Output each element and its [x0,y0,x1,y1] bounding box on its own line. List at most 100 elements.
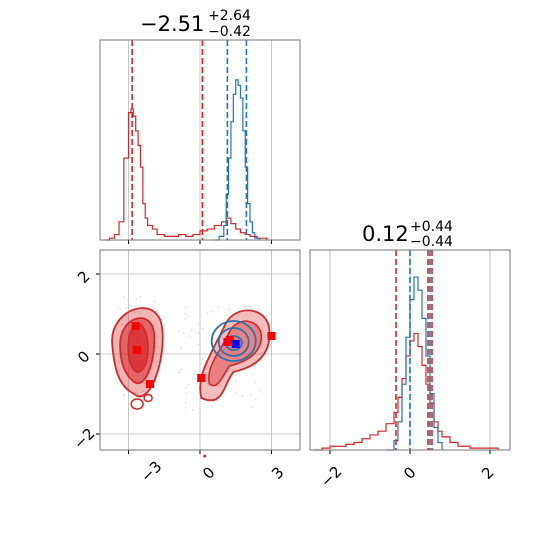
scatter-point [122,395,125,398]
scatter-point [156,335,159,338]
scatter-point [250,406,253,408]
title-x-minus: −0.42 [208,24,251,40]
scatter-point [204,406,207,409]
scatter-point [135,298,138,301]
scatter-point [197,332,200,334]
scatter-point [228,308,230,311]
tick-label-x2-2: 2 [478,463,497,482]
tick-label-x2-0: 0 [400,463,419,482]
scatter-point [254,398,257,400]
scatter-point [156,345,159,348]
scatter-point [129,396,132,399]
scatter-point [220,384,223,387]
scatter-point [206,374,209,376]
scatter-point [178,371,181,374]
scatter-point [242,341,245,344]
scatter-point [119,307,121,310]
scatter-point [223,314,226,317]
red-marker [197,374,206,382]
scatter-point [155,334,158,337]
tick-label-y-0: 0 [74,347,93,366]
scatter-point [134,311,137,314]
scatter-point [254,381,257,384]
red-outlier-point [203,454,207,458]
title-y-minus: −0.44 [410,234,453,250]
scatter-point [197,322,200,325]
tick-label-x-3: 3 [268,463,287,482]
scatter-point [241,395,244,398]
scatter-point [205,392,207,395]
frame [99,249,301,451]
scatter-point [253,365,256,368]
scatter-point [184,392,187,394]
marginal-y-panel [309,249,511,454]
scatter-point [197,343,200,346]
blue-contour-mid [217,327,250,357]
title-x-plus: +2.64 [208,8,251,24]
scatter-point [134,391,137,394]
scatter-point [212,356,214,358]
title-y-plus: +0.44 [410,219,453,235]
tick-label-x2-m2: −2 [317,462,345,490]
blue-histogram [214,79,261,241]
red-contour-islet [143,393,153,403]
tick-label-x-0: 0 [199,463,218,482]
red-histogram [104,108,268,241]
scatter-point [185,306,188,308]
tick-label-x-m3: −3 [137,457,165,485]
scatter-point [218,384,220,387]
scatter-point [258,308,260,311]
joint-x-ticklabels: −3 0 3 [137,457,287,485]
scatter-point [142,390,145,392]
scatter-point [190,328,193,331]
red-contour-islet [130,398,144,410]
scatter-point [184,317,187,320]
scatter-point [259,389,262,392]
scatter-point [117,356,120,359]
blue-contour-outer [210,320,257,362]
scatter-point [249,393,252,396]
scatter-point [125,307,128,309]
red-marker [131,322,140,330]
scatter-point [207,384,210,387]
scatter-point [156,365,159,368]
scatter-point [127,319,130,322]
scatter-point [180,368,183,371]
frame [309,249,511,451]
scatter-point [182,331,185,334]
title-x: −2.51 +2.64 −0.42 [140,8,251,40]
scatter-point [217,306,220,308]
blue-histogram [386,276,443,451]
scatter-point [235,379,238,382]
scatter-point [201,358,204,361]
scatter-point [245,313,247,316]
scatter-point [136,393,139,396]
scatter-point [139,296,141,298]
scatter-point [235,391,238,394]
scatter-point [180,346,183,349]
scatter-point [232,322,234,325]
scatter-point [118,362,121,364]
scatter-point [116,383,119,385]
scatter-point [121,375,124,378]
marginal-y-x-ticklabels: −2 0 2 [317,462,497,490]
red-marker [267,332,276,340]
scatter-point [187,315,190,318]
joint-y-ticklabels: 2 0 −2 [70,267,98,452]
red-marker [132,346,141,354]
scatter-point [210,310,213,313]
scatter-point [206,312,209,315]
scatter-point [184,312,187,315]
scatter-point [155,309,158,312]
scatter-point [216,399,219,402]
blue-marker [231,340,240,348]
scatter-point [191,409,194,411]
marginal-x-panel [99,39,301,244]
red-marker [225,336,234,344]
scatter-point [153,300,156,303]
scatter-point [144,383,146,385]
joint-panel [96,249,301,458]
scatter-point [127,299,129,302]
scatter-point [178,330,181,333]
scatter-point [202,327,204,330]
